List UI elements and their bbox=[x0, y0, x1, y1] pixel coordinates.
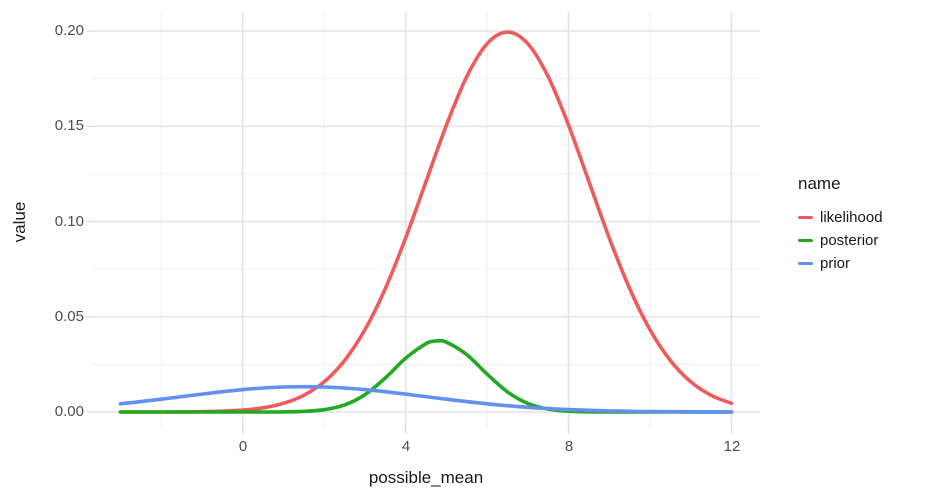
posterior-curve bbox=[118, 338, 734, 414]
x-tick-label: 4 bbox=[401, 438, 411, 455]
x-axis-title: possible_mean bbox=[368, 468, 484, 487]
y-tick-label: 0.00 bbox=[54, 403, 84, 420]
y-tick-label: 0.15 bbox=[54, 117, 84, 134]
x-tick-label: 0 bbox=[238, 438, 248, 455]
legend-item-posterior: posterior bbox=[798, 229, 883, 252]
legend-title: name bbox=[798, 174, 841, 193]
legend-label: likelihood bbox=[820, 208, 883, 226]
y-tick-label: 0.05 bbox=[54, 308, 84, 325]
legend-key-prior bbox=[798, 261, 813, 266]
legend-label: posterior bbox=[820, 231, 879, 249]
legend-key-posterior bbox=[798, 238, 813, 243]
x-tick-label: 12 bbox=[723, 438, 741, 455]
legend-key-likelihood bbox=[798, 215, 813, 220]
legend-item-likelihood: likelihood bbox=[798, 206, 883, 229]
legend-item-prior: prior bbox=[798, 252, 883, 275]
y-axis-title: value bbox=[10, 201, 29, 243]
y-tick-label: 0.20 bbox=[54, 22, 84, 39]
prior-curve bbox=[118, 384, 734, 414]
legend-label: prior bbox=[820, 254, 851, 272]
y-tick-label: 0.10 bbox=[54, 213, 84, 230]
legend: name likelihood posterior prior bbox=[798, 174, 883, 275]
x-tick-label: 8 bbox=[564, 438, 574, 455]
